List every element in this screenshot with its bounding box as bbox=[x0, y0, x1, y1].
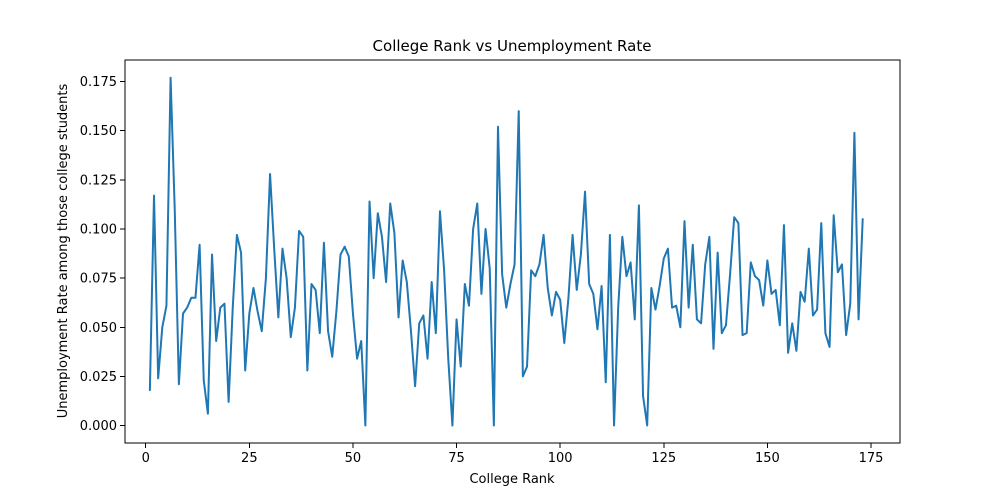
y-tick-label: 0.000 bbox=[80, 419, 117, 434]
x-axis-label: College Rank bbox=[469, 472, 555, 487]
x-axis-ticks: 0 25 50 75 100 125 150 175 bbox=[142, 443, 884, 466]
y-axis-ticks: 0.000 0.025 0.050 0.075 0.100 0.125 0.150 0.175 bbox=[80, 75, 125, 434]
y-tick-label: 0.100 bbox=[80, 222, 117, 237]
y-tick-label: 0.025 bbox=[80, 370, 117, 385]
plot-area bbox=[124, 59, 901, 444]
series-layer bbox=[148, 76, 864, 427]
plot-frame bbox=[124, 59, 901, 444]
x-tick-label: 100 bbox=[548, 451, 573, 466]
y-axis-label: Unemployment Rate among those college st… bbox=[56, 83, 71, 418]
x-tick-label: 0 bbox=[142, 451, 150, 466]
x-tick-label: 75 bbox=[448, 451, 465, 466]
x-tick-label: 50 bbox=[345, 451, 362, 466]
y-tick-label: 0.150 bbox=[80, 124, 117, 139]
x-tick-label: 25 bbox=[241, 451, 258, 466]
y-tick-label: 0.175 bbox=[80, 75, 117, 90]
y-tick-label: 0.125 bbox=[80, 173, 117, 188]
chart-title: College Rank vs Unemployment Rate bbox=[373, 37, 652, 55]
y-tick-label: 0.050 bbox=[80, 321, 117, 336]
x-tick-label: 150 bbox=[755, 451, 780, 466]
series-line-0 bbox=[148, 76, 864, 427]
x-tick-label: 175 bbox=[859, 451, 884, 466]
x-tick-label: 125 bbox=[651, 451, 676, 466]
y-tick-label: 0.075 bbox=[80, 272, 117, 287]
